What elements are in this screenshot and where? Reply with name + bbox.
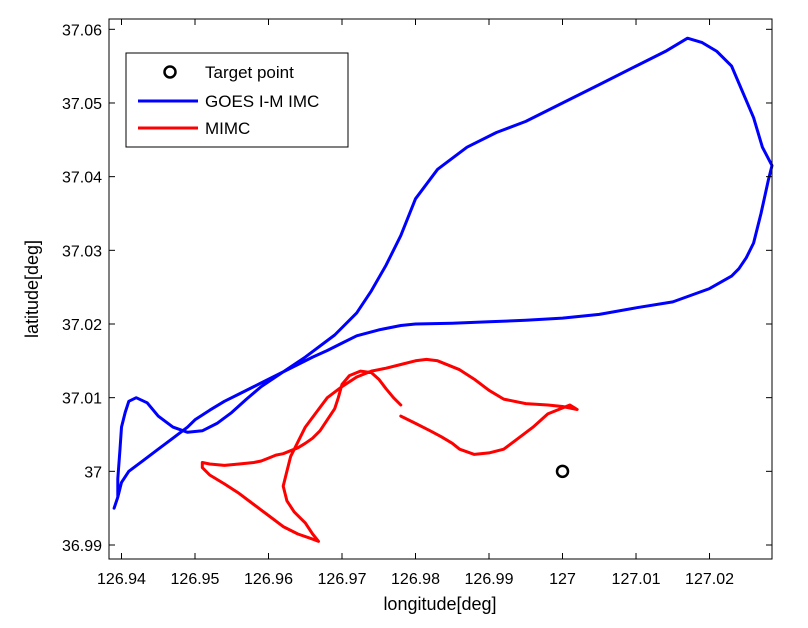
legend: Target point GOES I-M IMC MIMC — [125, 52, 349, 148]
series-layer — [112, 36, 774, 543]
x-tick-label: 127 — [549, 571, 576, 588]
x-tick-label: 126.94 — [97, 571, 146, 588]
x-tick-label: 126.95 — [171, 571, 220, 588]
legend-target-marker — [163, 65, 177, 79]
y-axis-ticks: 36.99 37 37.01 37.02 37.03 37.04 37.05 37.06 — [62, 22, 772, 555]
y-tick-label: 37 — [84, 464, 102, 481]
x-tick-label: 126.99 — [465, 571, 514, 588]
plot-frame — [108, 18, 773, 560]
legend-label-target: Target point — [205, 63, 294, 82]
y-tick-label: 37.01 — [62, 391, 102, 408]
y-tick-label: 37.06 — [62, 22, 102, 39]
y-tick-label: 37.05 — [62, 96, 102, 113]
y-tick-label: 36.99 — [62, 538, 102, 555]
x-axis-label: longitude[deg] — [383, 594, 496, 614]
x-tick-label: 126.96 — [244, 571, 293, 588]
y-tick-label: 37.04 — [62, 170, 102, 187]
y-tick-label: 37.02 — [62, 317, 102, 334]
x-axis-ticks: 126.94 126.95 126.96 126.97 126.98 126.99 127 1… — [97, 19, 734, 588]
legend-label-mimc: MIMC — [205, 119, 250, 138]
target-point-marker — [555, 464, 570, 479]
x-tick-label: 126.97 — [318, 571, 367, 588]
y-axis-label: latitude[deg] — [22, 240, 42, 338]
x-tick-label: 127.01 — [612, 571, 661, 588]
target-layer — [555, 464, 570, 479]
x-tick-label: 127.02 — [685, 571, 734, 588]
x-tick-label: 126.98 — [391, 571, 440, 588]
y-tick-label: 37.03 — [62, 243, 102, 260]
legend-label-goes: GOES I-M IMC — [205, 92, 319, 111]
series-line-goes-imc — [112, 36, 774, 510]
series-line-mimc — [200, 357, 579, 543]
